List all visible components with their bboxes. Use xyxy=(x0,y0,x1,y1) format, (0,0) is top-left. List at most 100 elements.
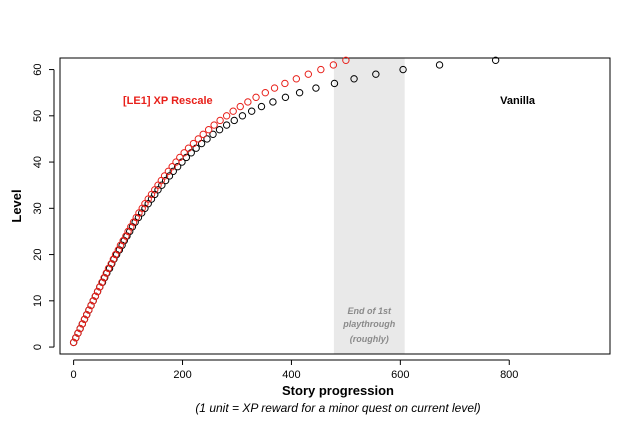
series-label-vanilla: Vanilla xyxy=(500,95,536,107)
playthrough-band-rect xyxy=(333,58,405,354)
data-point xyxy=(180,149,188,157)
data-point xyxy=(261,88,269,97)
data-point xyxy=(189,139,198,148)
data-point xyxy=(72,334,80,342)
y-tick-label: 40 xyxy=(32,156,44,168)
y-tick-label: 0 xyxy=(32,344,44,350)
data-point xyxy=(169,167,177,176)
data-point xyxy=(158,181,166,189)
data-point xyxy=(215,125,224,134)
data-point xyxy=(85,306,93,314)
data-point xyxy=(160,172,169,180)
data-point xyxy=(491,56,500,65)
data-point xyxy=(168,162,176,171)
data-point xyxy=(109,255,118,263)
x-axis-title: Story progression xyxy=(282,383,394,398)
data-point xyxy=(210,121,218,129)
data-point xyxy=(247,107,256,115)
data-point xyxy=(292,75,301,83)
data-point xyxy=(165,172,174,180)
series-label-rescale: [LE1] XP Rescale xyxy=(123,95,213,107)
data-point xyxy=(269,98,277,106)
y-tick-label: 20 xyxy=(32,248,44,260)
data-point xyxy=(295,88,304,97)
data-point xyxy=(281,79,289,88)
y-tick-label: 30 xyxy=(32,202,44,214)
data-point xyxy=(216,116,224,125)
x-tick-label: 400 xyxy=(282,369,300,381)
data-point xyxy=(161,176,170,185)
data-point xyxy=(244,98,252,106)
data-point xyxy=(238,112,247,120)
data-point xyxy=(199,130,207,139)
x-tick-label: 200 xyxy=(173,369,191,381)
data-point xyxy=(312,84,320,92)
data-point xyxy=(154,181,162,189)
band-label-note: (roughly) xyxy=(350,334,389,344)
data-point xyxy=(329,61,338,69)
data-point xyxy=(76,324,84,333)
data-point xyxy=(154,186,162,194)
y-tick-label: 50 xyxy=(32,110,44,122)
data-point xyxy=(107,260,115,268)
data-point xyxy=(69,338,78,347)
data-point xyxy=(80,315,89,324)
data-point xyxy=(93,287,102,296)
data-point xyxy=(74,329,82,337)
data-point xyxy=(87,301,95,310)
data-point xyxy=(100,273,108,282)
data-point xyxy=(330,79,339,88)
band-label-line-2: playthrough xyxy=(342,319,395,329)
series-rescale xyxy=(69,56,350,347)
data-point xyxy=(172,158,180,166)
data-point xyxy=(372,70,380,78)
data-point xyxy=(230,116,238,125)
chart-labels: End of 1st playthrough (roughly) [LE1] X… xyxy=(9,95,536,415)
x-axis-subtitle: (1 unit = XP reward for a minor quest on… xyxy=(195,401,480,415)
data-point xyxy=(236,102,244,111)
data-point xyxy=(342,56,350,65)
data-point xyxy=(203,135,211,143)
axes: 0 200 400 600 800 0 10 20 30 40 50 60 xyxy=(32,63,518,381)
data-point xyxy=(222,121,231,129)
y-tick-label: 10 xyxy=(32,295,44,307)
data-point xyxy=(96,283,104,291)
data-point xyxy=(270,84,279,92)
data-point xyxy=(194,135,203,143)
data-point xyxy=(229,107,237,115)
data-point xyxy=(197,139,206,148)
data-points xyxy=(69,56,500,347)
x-tick-label: 0 xyxy=(71,369,77,381)
data-point xyxy=(89,297,97,305)
data-point xyxy=(114,246,122,254)
data-point xyxy=(173,162,182,171)
data-point xyxy=(222,112,231,120)
data-point xyxy=(82,310,91,319)
data-point xyxy=(435,61,444,69)
data-point xyxy=(102,269,110,277)
data-point xyxy=(281,93,290,102)
data-point xyxy=(399,65,407,74)
data-point xyxy=(350,75,358,83)
x-tick-label: 600 xyxy=(391,369,409,381)
plot-frame xyxy=(59,57,611,355)
data-point xyxy=(184,144,193,152)
data-point xyxy=(98,278,106,287)
data-point xyxy=(122,232,130,240)
data-point xyxy=(91,292,100,300)
data-point xyxy=(209,130,217,139)
x-tick-label: 800 xyxy=(500,369,518,381)
y-tick-label: 60 xyxy=(32,63,44,75)
band-label-line-1: End of 1st xyxy=(348,306,393,316)
y-axis-title: Level xyxy=(9,189,24,222)
data-point xyxy=(257,102,266,111)
data-point xyxy=(317,65,325,74)
data-point xyxy=(304,70,313,78)
playthrough-band xyxy=(333,58,405,354)
data-point xyxy=(157,176,165,185)
data-point xyxy=(176,153,184,162)
data-point xyxy=(78,320,87,328)
data-point xyxy=(252,93,260,102)
data-point xyxy=(204,125,213,134)
